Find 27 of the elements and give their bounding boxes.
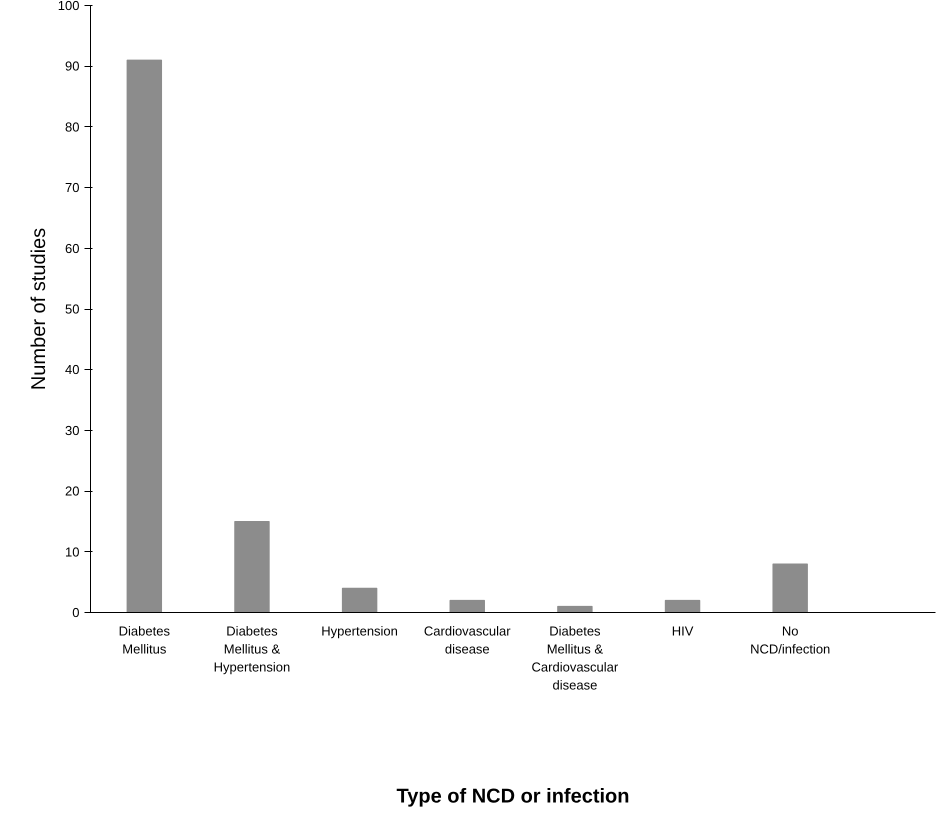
bar [664, 600, 700, 612]
y-tick-label: 80 [65, 119, 80, 134]
x-tick-label: No NCD/infection [750, 624, 830, 656]
x-axis-title: Type of NCD or infection [396, 786, 630, 808]
x-tick-label: Cardiovascular disease [424, 624, 512, 656]
bar [342, 588, 378, 612]
bar [772, 563, 808, 612]
y-tick-label: 90 [65, 58, 80, 74]
x-tick-label: Diabetes Mellitus & Hypertension [214, 624, 290, 674]
x-tick-label: HIV [672, 624, 694, 638]
x-tick-label: Diabetes Mellitus [118, 624, 170, 656]
bar [557, 606, 593, 612]
y-tick-label: 100 [58, 0, 80, 13]
bar [450, 600, 485, 612]
bar [234, 520, 270, 612]
x-tick-label: Hypertension [321, 624, 398, 638]
y-tick-label: 0 [72, 605, 80, 620]
y-axis-title: Number of studies [28, 228, 50, 390]
y-tick-label: 50 [65, 302, 80, 316]
x-tick-label: Diabetes Mellitus & Cardiovascular disease [532, 624, 619, 692]
y-tick-label: 10 [65, 544, 80, 560]
y-tick-label: 60 [65, 240, 80, 256]
y-tick-label: 70 [65, 180, 80, 196]
y-tick-label: 30 [65, 422, 80, 438]
y-tick-label: 20 [65, 484, 80, 499]
y-tick-label: 40 [65, 362, 80, 378]
bar [126, 60, 162, 612]
